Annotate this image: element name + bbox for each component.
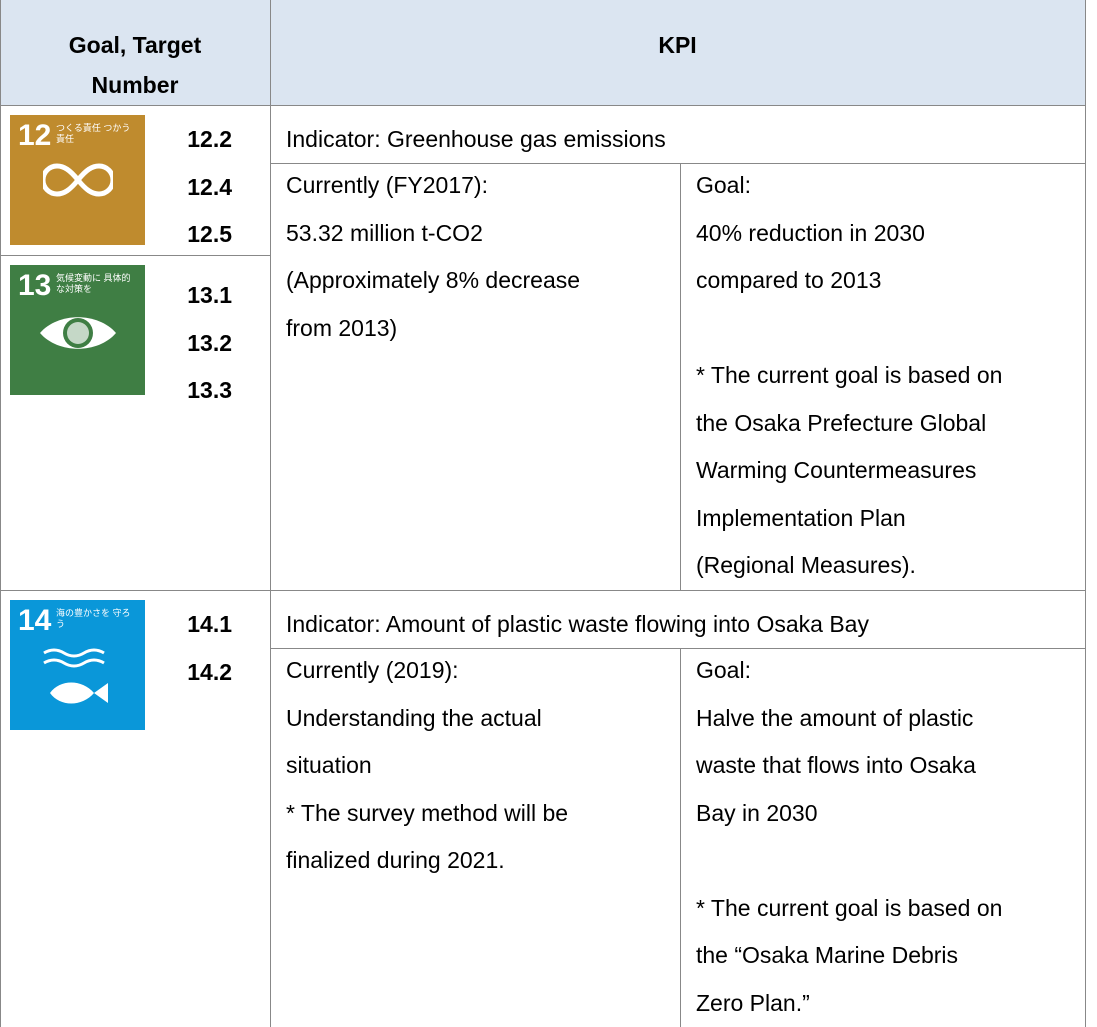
sdg-icon: 13 気候変動に 具体的な対策を — [10, 265, 145, 395]
goal-text: compared to 2013 — [696, 267, 882, 293]
header-goal: Goal, Target — [68, 32, 202, 58]
sdg-label: 海の豊かさを 守ろう — [56, 608, 131, 629]
current-text: from 2013) — [286, 314, 398, 341]
goal-text: Implementation Plan — [696, 504, 906, 531]
target-number: 14.2 — [187, 658, 232, 685]
sdg-number: 12 — [18, 119, 52, 152]
current-text: situation — [286, 752, 372, 778]
target-number: 13.1 — [187, 282, 232, 308]
border — [680, 163, 681, 590]
border — [0, 105, 1085, 106]
border — [0, 590, 1085, 591]
goal-text: * The current goal is based on — [696, 362, 1003, 388]
indicator: Indicator: Amount of plastic waste flowi… — [286, 611, 869, 637]
sdg-number: 14 — [18, 604, 52, 637]
border — [680, 648, 681, 1027]
current-text: * The survey method will be — [286, 799, 569, 826]
sdg-symbol — [10, 160, 145, 205]
target-number: 12.5 — [187, 221, 232, 247]
border — [0, 255, 270, 256]
current-text: (Approximately 8% decrease — [286, 267, 581, 293]
current-text: Currently (2019): — [286, 657, 459, 683]
border — [270, 0, 271, 1027]
goal-text: Goal: — [696, 657, 751, 683]
border — [270, 648, 1085, 649]
header-bg — [0, 0, 1085, 105]
goal-text: Goal: — [696, 172, 751, 198]
sdg-symbol — [10, 645, 145, 720]
border — [1085, 0, 1086, 1027]
goal-text: * The current goal is based on — [696, 894, 1003, 921]
target-number: 13.3 — [187, 377, 232, 403]
target-number: 12.4 — [187, 173, 232, 200]
goal-text: Halve the amount of plastic — [696, 704, 974, 731]
goal-text: the “Osaka Marine Debris — [696, 942, 959, 968]
goal-text: 40% reduction in 2030 — [696, 219, 925, 246]
border — [270, 163, 1085, 164]
indicator: Indicator: Greenhouse gas emissions — [286, 126, 666, 152]
goal-text: waste that flows into Osaka — [696, 752, 976, 778]
sdg-label: 気候変動に 具体的な対策を — [56, 273, 131, 294]
goal-text: Zero Plan.” — [696, 989, 810, 1016]
current-text: finalized during 2021. — [286, 847, 505, 873]
sdg-icon: 12 つくる責任 つかう責任 — [10, 115, 145, 245]
target-number: 14.1 — [187, 611, 232, 637]
sdg-number: 13 — [18, 269, 52, 302]
goal-text: Warming Countermeasures — [696, 457, 977, 483]
target-number: 13.2 — [187, 329, 232, 356]
target-number: 12.2 — [187, 126, 232, 152]
sdg-label: つくる責任 つかう責任 — [56, 123, 131, 144]
goal-text: (Regional Measures). — [696, 552, 916, 578]
header-goal: Number — [91, 72, 179, 98]
current-text: 53.32 million t-CO2 — [286, 219, 483, 246]
sdg-symbol — [10, 310, 145, 361]
goal-text: Bay in 2030 — [696, 799, 818, 826]
header-kpi: KPI — [658, 32, 697, 58]
border — [0, 0, 1, 1027]
current-text: Understanding the actual — [286, 704, 542, 731]
sdg-icon: 14 海の豊かさを 守ろう — [10, 600, 145, 730]
goal-text: the Osaka Prefecture Global — [696, 409, 987, 436]
current-text: Currently (FY2017): — [286, 172, 488, 198]
